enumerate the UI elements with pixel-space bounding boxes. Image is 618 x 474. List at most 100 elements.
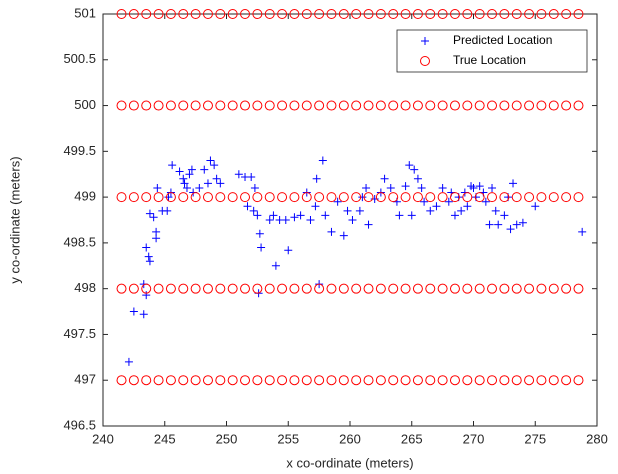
point	[561, 283, 572, 294]
point	[153, 100, 164, 111]
point	[289, 283, 300, 294]
point	[296, 211, 305, 220]
point	[401, 182, 410, 191]
point	[412, 283, 423, 294]
point	[277, 283, 288, 294]
point	[388, 375, 399, 386]
point	[180, 179, 189, 188]
point	[141, 100, 152, 111]
point	[388, 100, 399, 111]
point	[264, 9, 275, 19]
point	[375, 100, 386, 111]
point	[212, 174, 221, 183]
point	[380, 174, 389, 183]
point	[425, 100, 436, 111]
point	[437, 100, 448, 111]
point	[524, 100, 535, 111]
point	[499, 375, 510, 386]
y-tick-label: 496.5	[63, 417, 96, 432]
point	[281, 216, 290, 224]
point	[203, 179, 212, 188]
point	[178, 9, 189, 19]
point	[250, 183, 259, 192]
point	[153, 283, 164, 294]
point	[264, 192, 275, 203]
point	[165, 192, 176, 203]
point	[548, 192, 559, 203]
point	[326, 283, 337, 294]
point	[252, 375, 263, 386]
point	[437, 9, 448, 19]
point	[449, 192, 460, 203]
y-tick-label: 499	[74, 189, 96, 204]
point	[410, 165, 419, 174]
point	[536, 375, 547, 386]
point	[499, 100, 510, 111]
point	[202, 375, 213, 386]
point	[252, 283, 263, 294]
point	[438, 183, 447, 192]
point	[128, 283, 139, 294]
point	[388, 283, 399, 294]
point	[141, 375, 152, 386]
point	[500, 211, 509, 220]
point	[190, 192, 201, 203]
point	[301, 9, 312, 19]
point	[277, 9, 288, 19]
point	[277, 100, 288, 111]
point	[206, 156, 215, 165]
point	[116, 192, 127, 203]
point	[240, 375, 251, 386]
point	[363, 283, 374, 294]
y-tick-label: 497.5	[63, 326, 96, 341]
point	[417, 183, 426, 192]
point	[351, 375, 362, 386]
point	[200, 165, 209, 174]
point	[400, 283, 411, 294]
point	[425, 375, 436, 386]
point	[487, 375, 498, 386]
point	[548, 283, 559, 294]
y-axis-title: y co-ordinate (meters)	[7, 156, 22, 283]
point	[116, 283, 127, 294]
point	[487, 100, 498, 111]
point	[290, 213, 299, 222]
point	[141, 283, 152, 294]
point	[338, 192, 349, 203]
point	[509, 179, 518, 188]
point	[511, 100, 522, 111]
point	[252, 9, 263, 19]
point	[375, 192, 386, 203]
point	[474, 9, 485, 19]
point	[141, 9, 152, 19]
point	[264, 375, 275, 386]
point	[190, 283, 201, 294]
point	[363, 375, 374, 386]
point	[255, 229, 264, 238]
point	[375, 283, 386, 294]
point	[240, 192, 251, 203]
point	[548, 375, 559, 386]
point	[144, 252, 153, 261]
point	[149, 213, 158, 222]
point	[420, 197, 429, 206]
point	[227, 375, 238, 386]
point	[363, 9, 374, 19]
point	[277, 375, 288, 386]
x-axis-title: x co-ordinate (meters)	[286, 455, 413, 470]
point	[351, 283, 362, 294]
point	[289, 9, 300, 19]
point	[364, 220, 373, 229]
point	[153, 375, 164, 386]
point	[485, 220, 494, 229]
point	[561, 192, 572, 203]
point	[264, 283, 275, 294]
point	[363, 100, 374, 111]
point	[141, 192, 152, 203]
point	[289, 375, 300, 386]
y-tick-label: 499.5	[63, 143, 96, 158]
point	[444, 197, 453, 206]
point	[499, 9, 510, 19]
point	[190, 9, 201, 19]
point	[116, 375, 127, 386]
